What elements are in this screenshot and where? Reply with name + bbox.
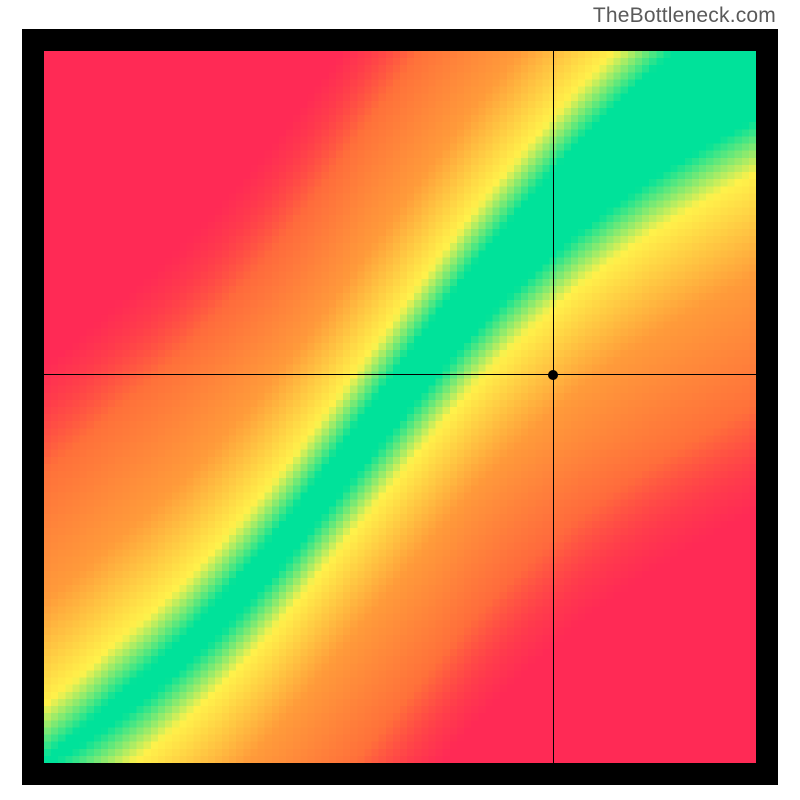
watermark-text: TheBottleneck.com (593, 4, 776, 28)
crosshair-vertical (553, 51, 554, 763)
crosshair-horizontal (44, 374, 756, 375)
heatmap-plot (44, 51, 756, 763)
crosshair-marker (548, 370, 558, 380)
root: TheBottleneck.com (0, 0, 800, 800)
heatmap-canvas (44, 51, 756, 763)
